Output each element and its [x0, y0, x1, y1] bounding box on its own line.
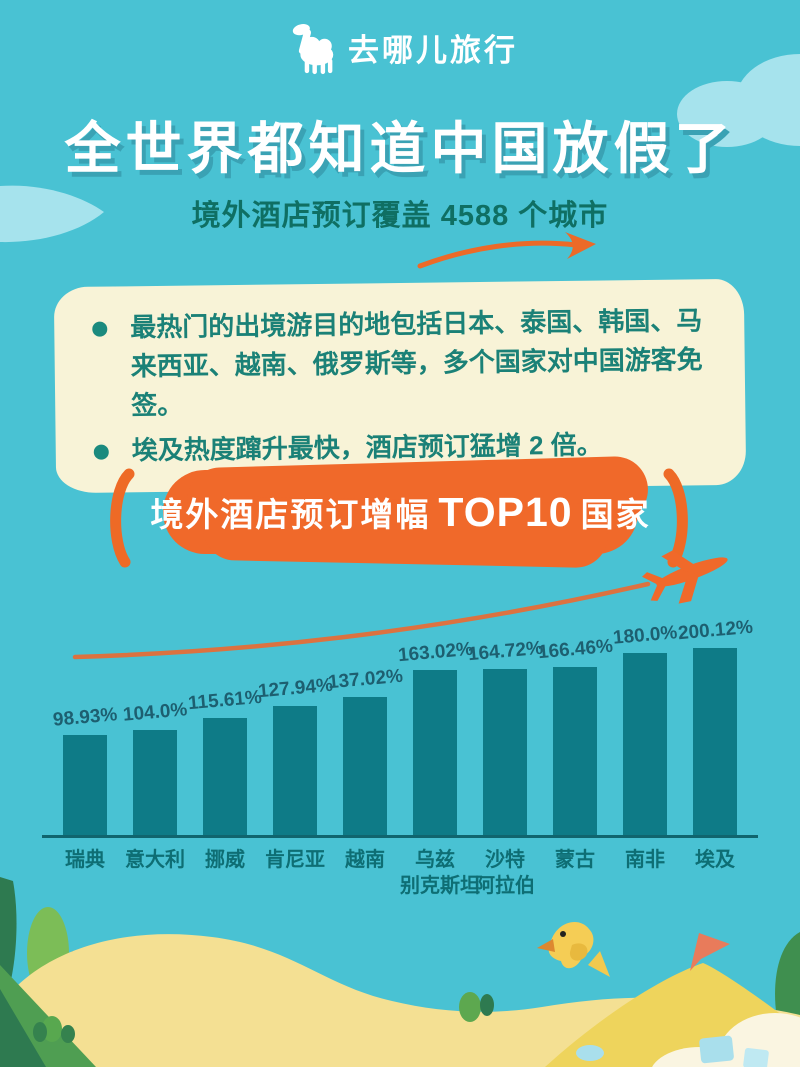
bar [273, 706, 317, 835]
bottom-scenery [0, 877, 800, 1067]
section-badge: 境外酒店预订增幅 TOP10 国家 [150, 470, 649, 554]
category-label: 南非 [625, 849, 665, 871]
page-title: 全世界都知道中国放假了 [64, 117, 736, 180]
brand-name: 去哪儿旅行 [348, 32, 518, 68]
bar [343, 697, 387, 835]
bar-value-label: 115.61% [187, 686, 263, 715]
category-label: 挪威 [205, 849, 245, 871]
category-label: 肯尼亚 [265, 849, 325, 871]
category-label: 埃及 [695, 849, 735, 871]
cloud-shapes [0, 54, 800, 243]
category-label: 瑞典 [65, 849, 105, 871]
category-label: 蒙古 [555, 849, 595, 871]
bar-value-label: 104.0% [121, 699, 188, 726]
corner-bushes [0, 965, 96, 1067]
bar [413, 670, 457, 835]
x-axis-line [42, 835, 758, 838]
category-row: 瑞典 意大利 挪威 肯尼亚 越南 乌兹 别克斯坦 沙特 阿拉伯 蒙古 南非 埃及 [0, 847, 800, 899]
bar-value-label: 180.0% [611, 622, 678, 649]
brand-logo: 去哪儿旅行 [0, 18, 800, 76]
bar-value-label: 164.72% [466, 637, 544, 666]
bar-row: 98.93% 104.0% 115.61% 127.94% 137.02% 163.02%… [0, 617, 800, 835]
highlight-item: 最热门的出境游目的地包括日本、泰国、韩国、马来西亚、越南、俄罗斯等，多个国家对中… [88, 301, 721, 426]
bar-value-label: 200.12% [676, 616, 754, 645]
badge-suffix: 国家 [580, 496, 651, 533]
category-label: 沙特 阿拉伯 [475, 849, 535, 897]
bracket-left-icon [110, 468, 135, 568]
badge-prefix: 境外酒店预订增幅 [150, 496, 431, 533]
bar-column: 127.94% [257, 620, 333, 835]
bar-value-label: 163.02% [396, 638, 474, 667]
airplane-icon [642, 550, 728, 604]
bar-value-label: 137.02% [326, 665, 404, 694]
bar-column: 115.61% [187, 620, 263, 835]
bar-column: 137.02% [327, 620, 403, 835]
bar-column: 98.93% [50, 620, 120, 835]
bar-chart: 98.93% 104.0% 115.61% 127.94% 137.02% 163.02%… [0, 617, 800, 899]
bar [133, 730, 177, 835]
trend-line-and-airplane [72, 550, 728, 660]
bar [623, 653, 667, 835]
camel-icon [292, 24, 334, 75]
bar-value-label: 127.94% [256, 674, 334, 703]
category-label: 乌兹 别克斯坦 [400, 849, 480, 897]
badge-emph: TOP10 [438, 488, 573, 535]
page-subtitle: 境外酒店预订覆盖 4588 个城市 [191, 200, 609, 232]
bar [63, 735, 107, 835]
bar [553, 667, 597, 835]
bird-icon [537, 922, 610, 977]
bar [203, 718, 247, 835]
bar-value-label: 98.93% [51, 704, 118, 731]
bar-column: 164.72% [467, 620, 543, 835]
bar-column: 163.02% [397, 620, 473, 835]
category-label: 意大利 [125, 849, 185, 871]
bar [483, 669, 527, 835]
bar-column: 104.0% [120, 620, 190, 835]
bar [693, 648, 737, 835]
category-label: 越南 [345, 849, 385, 871]
chart-section-header: 境外酒店预订增幅 TOP10 国家 [0, 462, 800, 572]
bush-shape [459, 992, 494, 1022]
bar-column: 166.46% [537, 620, 613, 835]
highlights-list: 最热门的出境游目的地包括日本、泰国、韩国、马来西亚、越南、俄罗斯等，多个国家对中… [88, 301, 722, 471]
bar-value-label: 166.46% [536, 635, 614, 664]
bar-column: 200.12% [677, 617, 753, 835]
bar-column: 180.0% [610, 620, 680, 835]
arrow-swoosh-icon [417, 232, 596, 269]
flag-icon [690, 933, 730, 971]
